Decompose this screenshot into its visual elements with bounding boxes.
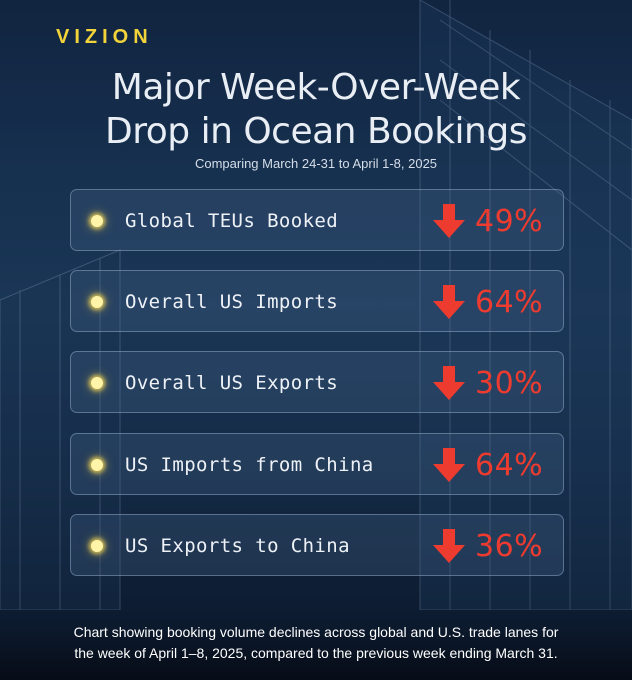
stat-label: Overall US Exports — [125, 372, 339, 394]
stat-value: 49% — [475, 204, 544, 239]
page-subtitle: Comparing March 24-31 to April 1-8, 2025 — [194, 156, 438, 171]
stat-card: Overall US Imports 64% — [70, 270, 564, 332]
stat-card: US Imports from China 64% — [70, 433, 564, 495]
title-line-1: Major Week-Over-Week — [111, 67, 521, 108]
stat-card: Global TEUs Booked 49% — [70, 189, 564, 251]
stat-value: 64% — [475, 448, 544, 483]
caption-line-2: the week of April 1–8, 2025, compared to… — [74, 645, 558, 661]
down-arrow-icon — [433, 529, 465, 563]
glowing-dot-icon — [91, 459, 103, 471]
glowing-dot-icon — [91, 296, 103, 308]
city-skyline-background — [0, 0, 632, 610]
stat-value: 36% — [475, 529, 544, 564]
title-line-2: Drop in Ocean Bookings — [105, 111, 527, 152]
stat-label: US Exports to China — [125, 535, 350, 557]
page-title: Major Week-Over-Week Drop in Ocean Booki… — [40, 66, 592, 154]
glowing-dot-icon — [91, 377, 103, 389]
down-arrow-icon — [433, 448, 465, 482]
down-arrow-icon — [433, 366, 465, 400]
figure-caption: Chart showing booking volume declines ac… — [10, 622, 622, 664]
down-arrow-icon — [433, 204, 465, 238]
stat-value: 30% — [475, 366, 544, 401]
stat-label: US Imports from China — [125, 454, 374, 476]
stat-label: Overall US Imports — [125, 291, 339, 313]
glowing-dot-icon — [91, 540, 103, 552]
caption-line-1: Chart showing booking volume declines ac… — [73, 624, 559, 640]
stat-card: Overall US Exports 30% — [70, 351, 564, 413]
stat-value: 64% — [475, 285, 544, 320]
glowing-dot-icon — [91, 215, 103, 227]
stat-label: Global TEUs Booked — [125, 210, 339, 232]
down-arrow-icon — [433, 285, 465, 319]
stat-card: US Exports to China 36% — [70, 514, 564, 576]
vizion-logo: VIZION — [56, 26, 153, 48]
